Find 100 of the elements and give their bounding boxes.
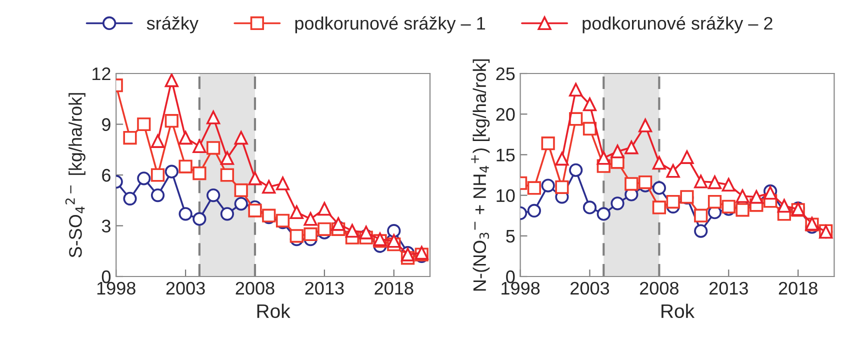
point (680, 150, 694, 164)
point (178, 130, 192, 145)
legend-label: podkorunové srážky – 1 (295, 16, 486, 34)
y-tick-label: 5 (506, 230, 515, 243)
legend-label: srážky (146, 16, 198, 34)
point (206, 110, 220, 124)
point (248, 204, 262, 218)
point (304, 212, 318, 226)
point (708, 176, 722, 190)
point (722, 178, 736, 192)
x-tick-label: 2013 (709, 282, 748, 295)
point (206, 188, 220, 202)
point (694, 208, 708, 222)
point (248, 172, 262, 186)
point (555, 152, 569, 166)
x-axis-title: Rok (257, 304, 290, 318)
point (276, 176, 290, 190)
x-tick-label: 2008 (640, 282, 678, 295)
point (220, 207, 234, 221)
x-tick-label: 2018 (374, 282, 414, 295)
point (541, 136, 555, 150)
point (596, 151, 610, 165)
point (206, 141, 220, 155)
y-tick-label: 15 (496, 148, 515, 162)
point (610, 144, 624, 158)
point (164, 164, 178, 178)
x-tick-label: 2003 (166, 282, 205, 295)
x-tick-label: 2018 (778, 282, 818, 295)
y-axis-title: N-(NO$_{3}$$^{−}$ + NH$_{4}$$^{+}$) [kg/ha/rok] (471, 59, 490, 291)
y-tick-label: 0 (506, 270, 515, 284)
point (192, 139, 206, 154)
point (694, 224, 708, 238)
point (318, 222, 332, 236)
point (178, 207, 192, 221)
point (164, 114, 178, 128)
point (150, 188, 165, 202)
point (666, 194, 680, 209)
point (290, 229, 304, 243)
point (164, 74, 178, 88)
point (345, 224, 360, 238)
point (137, 172, 151, 186)
x-axis-title: Rok (662, 304, 695, 318)
point (569, 82, 583, 97)
point (123, 192, 137, 206)
y-tick-label: 9 (102, 118, 110, 131)
y-tick-label: 12 (92, 67, 110, 80)
point (652, 181, 666, 195)
point (736, 189, 750, 203)
point (234, 183, 248, 198)
x-tick-label: 1998 (97, 282, 136, 295)
y-tick-label: 6 (102, 168, 110, 182)
y-tick-label: 20 (496, 108, 515, 121)
point (541, 178, 555, 192)
point (318, 202, 332, 216)
y-tick-label: 3 (102, 220, 110, 232)
point (123, 130, 137, 145)
point (624, 140, 638, 154)
point (220, 151, 234, 165)
legend-label: podkorunové srážky – 2 (582, 16, 772, 34)
point (527, 181, 541, 195)
point (387, 224, 401, 238)
point (596, 207, 610, 221)
point (178, 160, 192, 174)
point (652, 200, 666, 214)
y-tick-label: 10 (496, 189, 515, 202)
point (359, 226, 373, 240)
y-tick-label: 25 (496, 67, 515, 80)
point (624, 177, 638, 191)
x-tick-label: 1998 (502, 282, 540, 295)
point (234, 130, 248, 145)
point (150, 168, 165, 182)
point (736, 203, 750, 217)
point (638, 118, 652, 132)
point (582, 122, 597, 136)
point (666, 164, 680, 178)
point (722, 200, 736, 214)
y-tick-label: 0 (102, 270, 111, 284)
point (262, 180, 276, 194)
point (234, 196, 248, 211)
point (708, 194, 722, 209)
point (652, 156, 666, 170)
point (582, 98, 597, 112)
y-axis-title: S-SO$_{4}$$^{2−}$ [kg/ha/rok] (65, 93, 86, 258)
point (387, 234, 401, 248)
point (610, 196, 624, 210)
x-tick-label: 2003 (570, 282, 610, 295)
point (304, 227, 318, 242)
point (137, 117, 151, 132)
point (192, 166, 206, 180)
x-tick-label: 2008 (236, 282, 274, 295)
point (290, 205, 304, 220)
point (750, 190, 764, 204)
point (220, 168, 234, 182)
x-tick-label: 2013 (305, 282, 344, 295)
point (694, 174, 708, 188)
point (777, 199, 792, 213)
point (582, 200, 597, 214)
point (569, 163, 583, 177)
point (192, 212, 206, 226)
point (527, 204, 541, 218)
